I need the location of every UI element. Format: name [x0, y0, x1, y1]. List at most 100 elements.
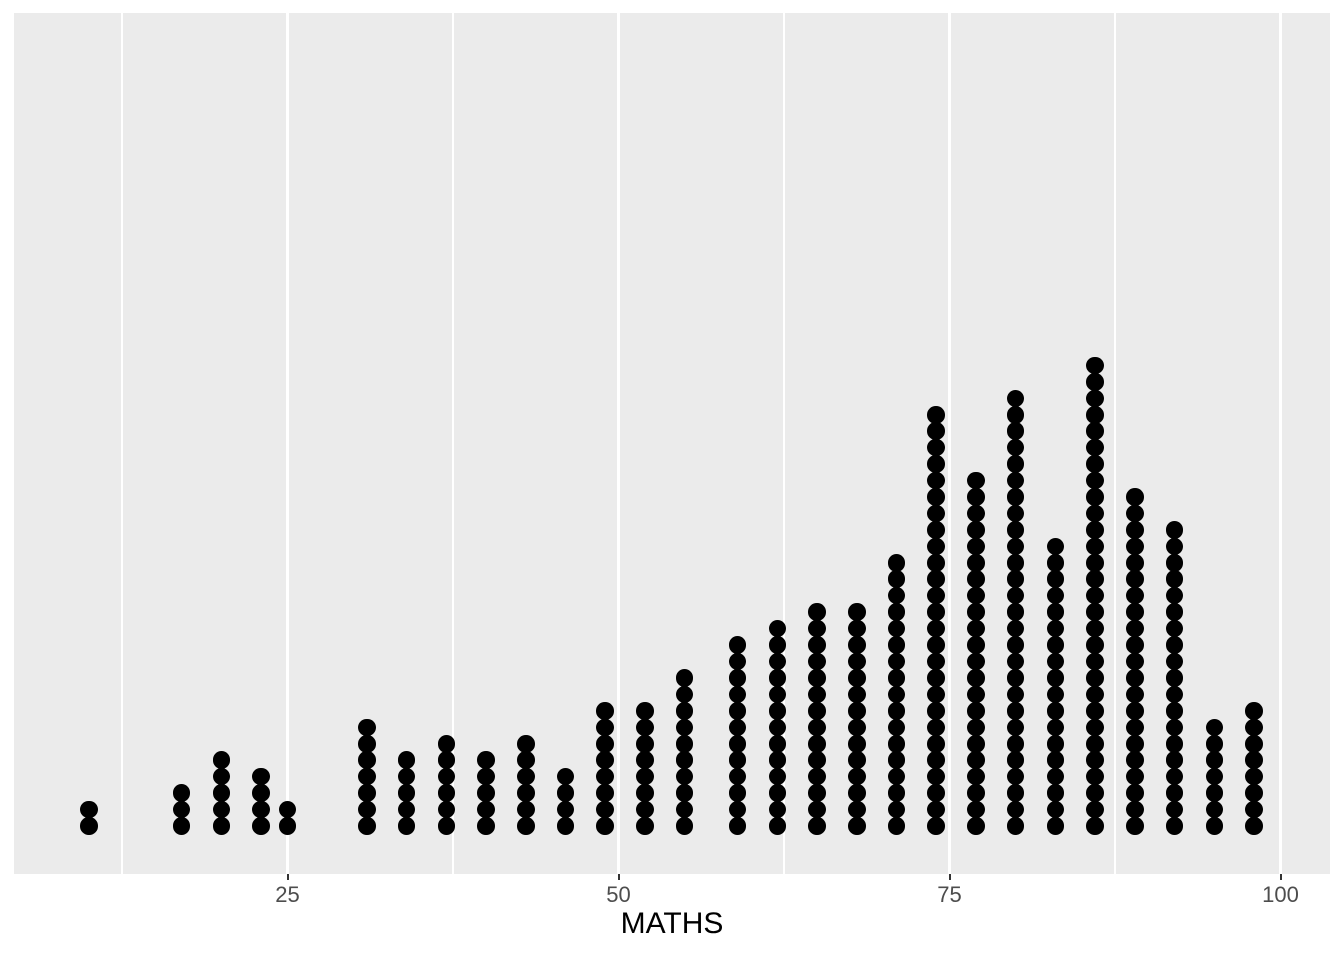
dot — [887, 619, 906, 638]
dot — [967, 767, 985, 786]
dot — [1165, 537, 1184, 556]
dot — [1245, 702, 1263, 720]
dot — [1006, 767, 1025, 786]
dot — [808, 636, 826, 654]
dot — [437, 767, 456, 786]
dot — [967, 817, 985, 835]
dot — [887, 767, 906, 786]
dot — [887, 817, 906, 835]
dot — [1205, 767, 1224, 786]
dot — [278, 800, 297, 819]
dot — [887, 800, 906, 819]
dot — [967, 471, 985, 490]
dot — [1126, 751, 1144, 769]
dot — [1086, 537, 1104, 556]
dot — [848, 685, 866, 704]
dot — [808, 685, 826, 704]
x-tick-mark — [1279, 874, 1282, 880]
dot — [596, 734, 615, 753]
dot — [596, 800, 615, 819]
dot — [1126, 504, 1144, 523]
dot — [675, 685, 694, 704]
dot — [927, 702, 946, 720]
dot — [1165, 751, 1184, 769]
dot — [927, 734, 946, 753]
dot — [967, 619, 985, 638]
dot — [808, 784, 826, 802]
dot — [636, 734, 654, 753]
dot — [768, 652, 787, 671]
dot — [252, 784, 270, 802]
dot — [1126, 521, 1144, 539]
dot — [358, 767, 376, 786]
dot — [768, 800, 787, 819]
dot — [1126, 652, 1144, 671]
dot — [1165, 817, 1184, 835]
dot — [1046, 619, 1065, 638]
dot — [1086, 422, 1104, 440]
dot — [887, 586, 906, 605]
dot — [967, 685, 985, 704]
dot — [437, 784, 456, 802]
dot — [927, 471, 946, 490]
dot — [848, 636, 866, 654]
dot — [1006, 554, 1025, 572]
dot — [1165, 685, 1184, 704]
dot — [477, 784, 495, 802]
dot — [212, 751, 231, 769]
dot — [768, 685, 787, 704]
dot — [212, 800, 231, 819]
dot — [887, 603, 906, 621]
dot — [1205, 751, 1224, 769]
dot — [675, 784, 694, 802]
dot — [675, 767, 694, 786]
dot — [1126, 784, 1144, 802]
dot — [1006, 488, 1025, 506]
dot — [517, 817, 535, 835]
dot — [1046, 636, 1065, 654]
dot — [1086, 356, 1104, 375]
dot — [1006, 636, 1025, 654]
dot — [728, 669, 747, 687]
dot — [596, 702, 615, 720]
dot — [887, 734, 906, 753]
dot — [768, 817, 787, 835]
minor-gridline — [783, 13, 785, 874]
dot — [1046, 751, 1065, 769]
dot — [848, 718, 866, 737]
dot — [808, 718, 826, 737]
dot — [887, 669, 906, 687]
dot — [927, 619, 946, 638]
dot — [927, 784, 946, 802]
dot — [768, 619, 787, 638]
dot — [1046, 685, 1065, 704]
dot — [517, 734, 535, 753]
dot — [927, 405, 946, 424]
dot — [172, 817, 191, 835]
dot — [1006, 438, 1025, 457]
dot — [358, 800, 376, 819]
dot — [967, 504, 985, 523]
dot — [927, 586, 946, 605]
dot — [1006, 718, 1025, 737]
minor-gridline — [121, 13, 123, 874]
dot — [887, 652, 906, 671]
dot — [1126, 702, 1144, 720]
dot — [397, 800, 416, 819]
dot — [1205, 784, 1224, 802]
dot — [728, 718, 747, 737]
dot — [768, 718, 787, 737]
dot — [1046, 570, 1065, 589]
dot — [1086, 652, 1104, 671]
dot — [477, 817, 495, 835]
dot — [967, 652, 985, 671]
dot — [768, 784, 787, 802]
dot — [636, 702, 654, 720]
dot — [1165, 521, 1184, 539]
x-tick-label: 50 — [606, 882, 631, 907]
dot — [1086, 570, 1104, 589]
dot — [675, 734, 694, 753]
dot — [967, 669, 985, 687]
dot — [1006, 471, 1025, 490]
dot — [768, 669, 787, 687]
